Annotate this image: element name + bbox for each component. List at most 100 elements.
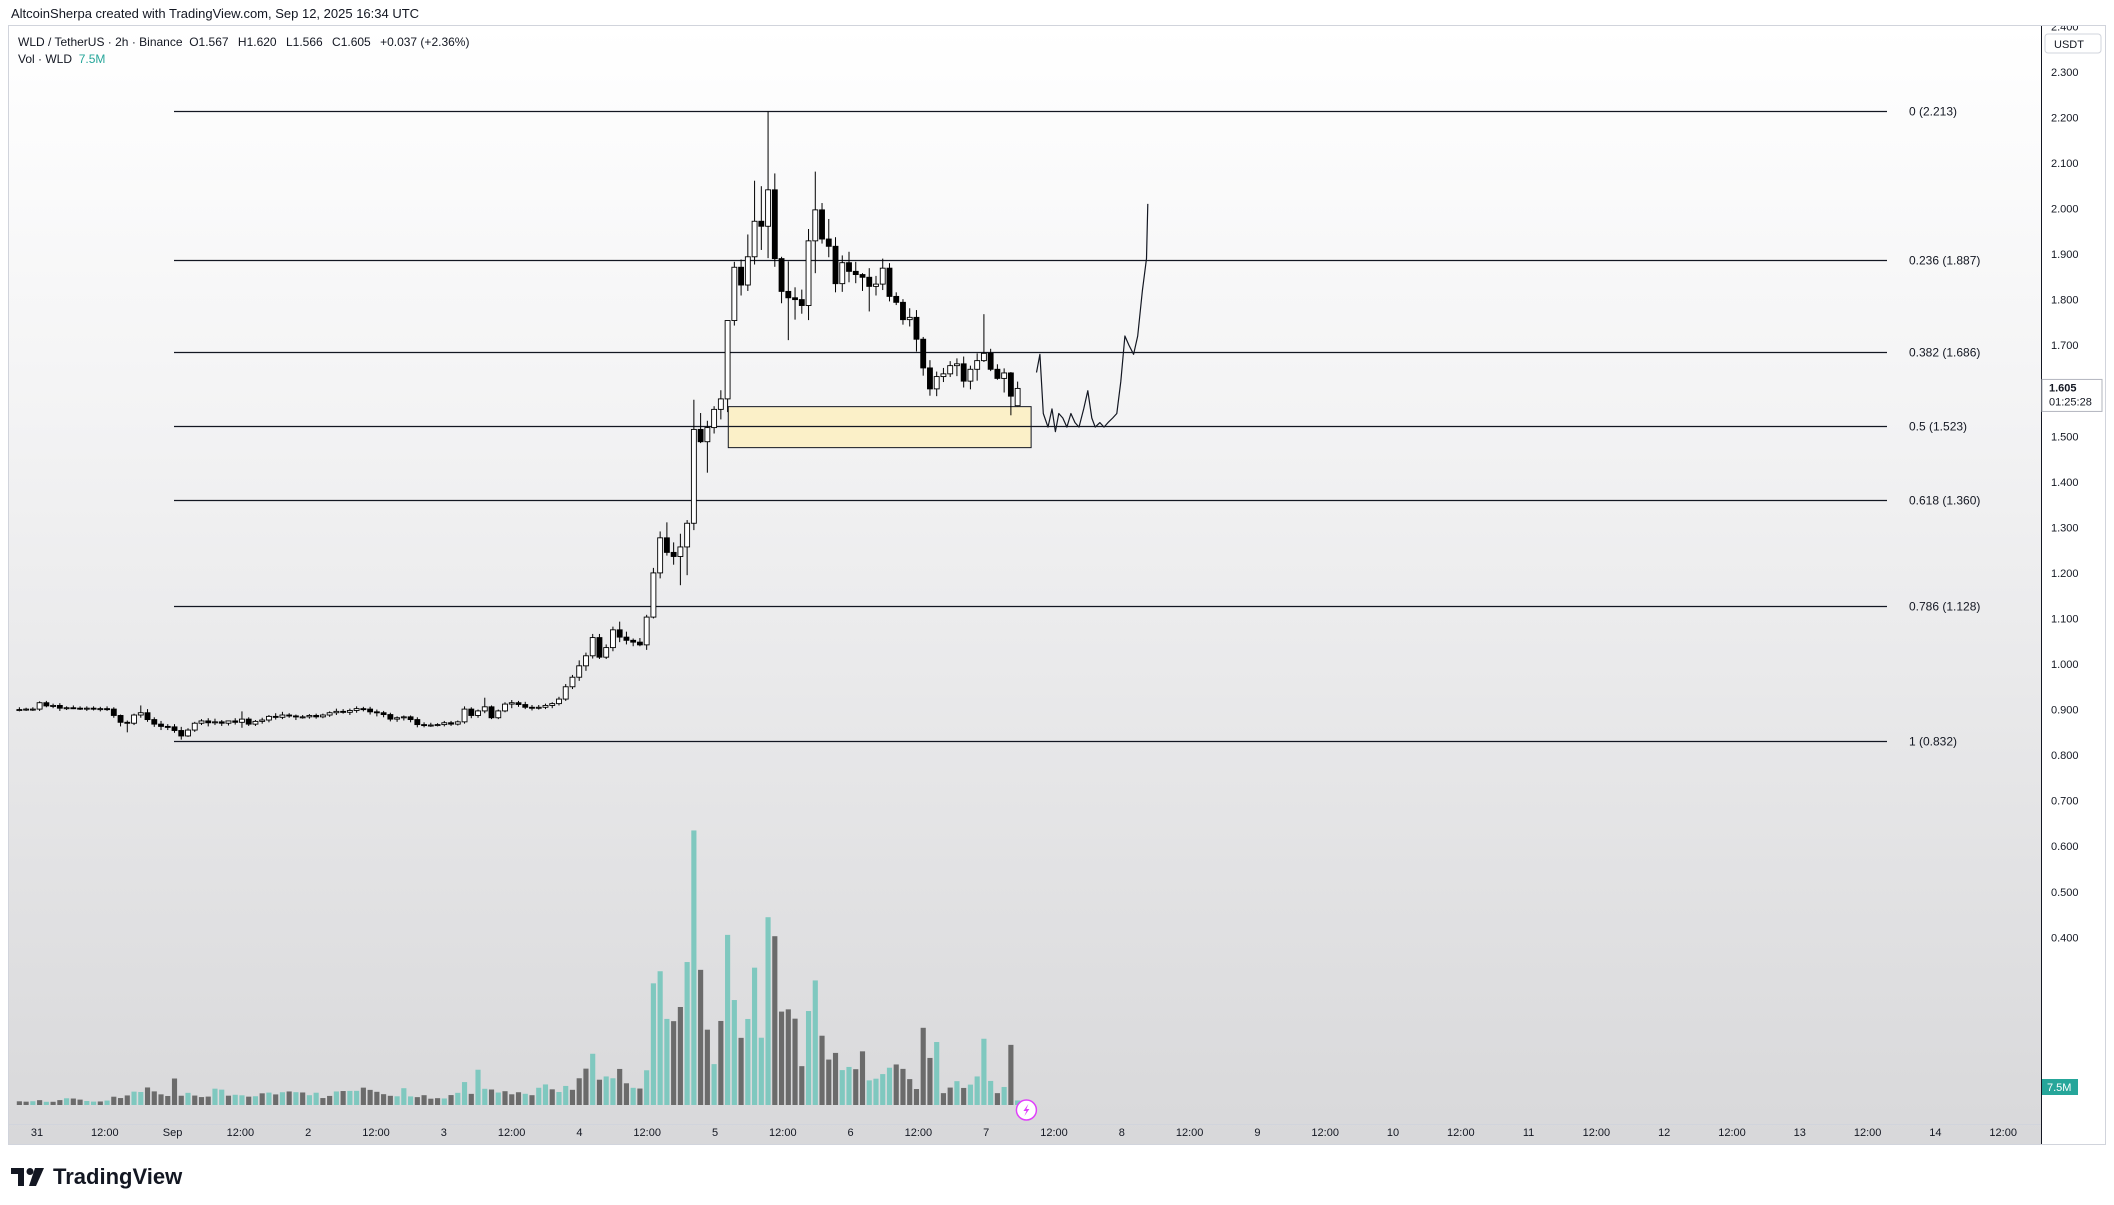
candle-up[interactable] <box>542 705 549 708</box>
candle-up[interactable] <box>812 209 819 242</box>
candle-down[interactable] <box>785 290 792 299</box>
candle-up[interactable] <box>475 710 481 716</box>
candle-down[interactable] <box>529 706 535 709</box>
candle-up[interactable] <box>461 708 468 723</box>
candle-up[interactable] <box>137 712 144 716</box>
candle-up[interactable] <box>326 712 333 716</box>
candle-up[interactable] <box>198 720 205 724</box>
candle-down[interactable] <box>313 715 320 718</box>
candle-up[interactable] <box>704 427 711 443</box>
candle-down[interactable] <box>151 719 158 725</box>
candle-up[interactable] <box>83 707 90 710</box>
candle-up[interactable] <box>252 720 259 725</box>
candle-up[interactable] <box>657 537 664 574</box>
candle-down[interactable] <box>623 636 630 641</box>
candle-down[interactable] <box>286 714 293 717</box>
price-axis[interactable] <box>2041 26 2106 1145</box>
candle-down[interactable] <box>245 718 252 725</box>
candle-down[interactable] <box>77 707 84 710</box>
candle-up[interactable] <box>711 408 718 429</box>
candle-down[interactable] <box>987 352 994 370</box>
candle-up[interactable] <box>29 708 36 711</box>
symbol-label[interactable]: WLD / TetherUS · 2h · Binance <box>18 35 183 49</box>
candle-down[interactable] <box>43 702 50 707</box>
candle-up[interactable] <box>481 706 488 712</box>
candle-down[interactable] <box>178 730 185 737</box>
candle-up[interactable] <box>508 702 515 705</box>
candle-up[interactable] <box>400 716 407 719</box>
candle-down[interactable] <box>846 262 852 272</box>
candle-up[interactable] <box>299 716 306 719</box>
candle-down[interactable] <box>663 537 670 553</box>
candle-up[interactable] <box>731 266 738 322</box>
candle-up[interactable] <box>643 616 650 646</box>
candle-up[interactable] <box>549 703 556 706</box>
candle-up[interactable] <box>947 365 954 375</box>
candle-down[interactable] <box>468 708 475 716</box>
candle-up[interactable] <box>765 189 771 227</box>
candle-down[interactable] <box>670 551 677 557</box>
candle-down[interactable] <box>825 238 832 247</box>
candle-down[interactable] <box>927 367 933 390</box>
candle-down[interactable] <box>596 637 603 658</box>
candle-up[interactable] <box>610 629 616 649</box>
candle-down[interactable] <box>738 266 745 286</box>
candle-down[interactable] <box>994 368 1001 379</box>
candle-up[interactable] <box>259 719 266 722</box>
candle-up[interactable] <box>23 708 30 711</box>
candle-up[interactable] <box>933 376 940 390</box>
candle-up[interactable] <box>839 262 846 285</box>
candle-up[interactable] <box>576 665 583 678</box>
candle-down[interactable] <box>421 724 427 727</box>
candle-down[interactable] <box>636 641 643 646</box>
candle-up[interactable] <box>535 706 542 709</box>
candle-down[interactable] <box>117 715 124 723</box>
candle-down[interactable] <box>292 715 299 718</box>
candle-up[interactable] <box>63 707 70 710</box>
candle-down[interactable] <box>778 258 785 292</box>
candle-up[interactable] <box>940 373 947 378</box>
candle-up[interactable] <box>967 368 974 382</box>
candle-up[interactable] <box>50 705 57 707</box>
candle-up[interactable] <box>495 710 502 719</box>
candle-down[interactable] <box>960 363 967 382</box>
candle-up[interactable] <box>394 717 401 720</box>
candle-up[interactable] <box>333 710 340 714</box>
candle-up[interactable] <box>974 360 981 370</box>
candle-down[interactable] <box>515 702 522 705</box>
candle-up[interactable] <box>319 714 326 718</box>
candle-up[interactable] <box>441 722 448 726</box>
candle-up[interactable] <box>454 721 461 725</box>
candle-down[interactable] <box>866 276 873 287</box>
candle-down[interactable] <box>70 707 77 710</box>
candle-down[interactable] <box>758 220 765 227</box>
candle-down[interactable] <box>448 722 454 725</box>
candle-down[interactable] <box>218 721 225 724</box>
candle-down[interactable] <box>1007 372 1014 397</box>
candle-down[interactable] <box>340 710 347 713</box>
candle-down[interactable] <box>792 297 798 301</box>
candle-up[interactable] <box>751 220 758 258</box>
candle-up[interactable] <box>239 718 245 723</box>
candle-down[interactable] <box>367 708 374 713</box>
candle-down[interactable] <box>360 708 367 711</box>
candle-down[interactable] <box>920 338 927 369</box>
candle-down[interactable] <box>414 719 421 726</box>
candle-up[interactable] <box>97 708 104 711</box>
candle-up[interactable] <box>583 655 589 667</box>
candle-down[interactable] <box>232 720 239 723</box>
candle-up[interactable] <box>427 724 434 727</box>
candle-up[interactable] <box>16 709 23 711</box>
candle-up[interactable] <box>980 352 987 362</box>
candle-up[interactable] <box>805 240 812 306</box>
candle-up[interactable] <box>191 722 198 731</box>
candle-down[interactable] <box>913 316 920 340</box>
projection-path[interactable] <box>1035 203 1149 433</box>
candle-up[interactable] <box>650 572 657 618</box>
candle-down[interactable] <box>893 295 900 303</box>
candle-down[interactable] <box>859 274 866 278</box>
candle-down[interactable] <box>171 726 178 731</box>
candle-up[interactable] <box>212 721 218 724</box>
candle-up[interactable] <box>690 428 697 524</box>
candle-up[interactable] <box>569 676 576 688</box>
